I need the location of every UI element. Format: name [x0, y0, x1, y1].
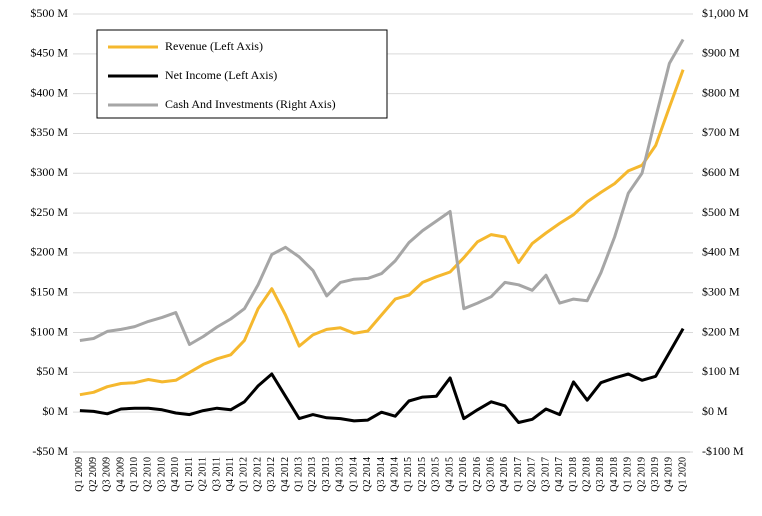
y2-tick-label: $900 M — [702, 46, 740, 60]
x-tick-label: Q1 2016 — [458, 457, 469, 492]
series-line — [79, 69, 685, 397]
x-tick-label: Q2 2017 — [527, 457, 538, 492]
x-tick-label: Q1 2013 — [294, 457, 305, 492]
y-tick-label: $450 M — [30, 46, 68, 60]
y2-tick-label: $800 M — [702, 85, 740, 99]
x-tick-label: Q3 2013 — [321, 457, 332, 492]
y-tick-label: $300 M — [30, 165, 68, 179]
y2-tick-label: $500 M — [702, 205, 740, 219]
y-tick-label: $200 M — [30, 245, 68, 259]
y-tick-label: $500 M — [30, 6, 68, 20]
x-tick-label: Q4 2018 — [609, 457, 620, 492]
y2-tick-label: $600 M — [702, 165, 740, 179]
x-tick-label: Q4 2012 — [280, 457, 291, 492]
x-tick-label: Q3 2012 — [266, 457, 277, 492]
x-tick-label: Q4 2009 — [115, 457, 126, 492]
x-tick-label: Q2 2009 — [88, 457, 99, 492]
x-tick-label: Q2 2010 — [143, 457, 154, 492]
x-tick-label: Q3 2011 — [211, 457, 222, 491]
x-tick-label: Q4 2011 — [225, 457, 236, 491]
x-tick-label: Q2 2011 — [198, 457, 209, 491]
x-tick-label: Q1 2012 — [239, 457, 250, 492]
x-tick-label: Q3 2014 — [376, 457, 387, 492]
x-tick-label: Q1 2019 — [623, 457, 634, 492]
y2-tick-label: $0 M — [702, 404, 728, 418]
x-tick-label: Q4 2017 — [554, 457, 565, 492]
x-tick-label: Q2 2012 — [252, 457, 263, 492]
y-tick-label: $350 M — [30, 125, 68, 139]
x-tick-label: Q2 2019 — [636, 457, 647, 492]
y-tick-label: $400 M — [30, 85, 68, 99]
x-tick-label: Q3 2019 — [650, 457, 661, 492]
x-tick-label: Q2 2013 — [307, 457, 318, 492]
x-tick-label: Q1 2018 — [568, 457, 579, 492]
x-tick-label: Q1 2015 — [403, 457, 414, 492]
x-tick-label: Q2 2015 — [417, 457, 428, 492]
x-tick-label: Q4 2013 — [335, 457, 346, 492]
x-tick-label: Q2 2018 — [581, 457, 592, 492]
x-tick-label: Q3 2016 — [485, 457, 496, 492]
y-tick-label: $50 M — [36, 364, 68, 378]
x-tick-label: Q1 2014 — [348, 457, 359, 492]
y-tick-label: $250 M — [30, 205, 68, 219]
x-tick-label: Q1 2011 — [184, 457, 195, 491]
y2-tick-label: $300 M — [702, 284, 740, 298]
x-tick-label: Q3 2015 — [431, 457, 442, 492]
y-tick-label: $100 M — [30, 324, 68, 338]
x-tick-label: Q4 2015 — [444, 457, 455, 492]
legend-label: Cash And Investments (Right Axis) — [165, 97, 336, 111]
x-tick-label: Q3 2010 — [156, 457, 167, 492]
x-tick-label: Q3 2018 — [595, 457, 606, 492]
legend-label: Net Income (Left Axis) — [165, 68, 277, 82]
x-tick-label: Q4 2016 — [499, 457, 510, 492]
x-tick-label: Q1 2010 — [129, 457, 140, 492]
legend-label: Revenue (Left Axis) — [165, 39, 263, 53]
y-tick-label: -$50 M — [32, 444, 68, 458]
x-tick-label: Q4 2019 — [664, 457, 675, 492]
y-tick-label: $150 M — [30, 284, 68, 298]
y2-tick-label: $1,000 M — [702, 6, 749, 20]
y2-tick-label: $100 M — [702, 364, 740, 378]
x-tick-label: Q1 2009 — [74, 457, 85, 492]
y2-tick-label: -$100 M — [702, 444, 744, 458]
x-tick-label: Q4 2010 — [170, 457, 181, 492]
y2-tick-label: $400 M — [702, 245, 740, 259]
x-tick-label: Q2 2014 — [362, 457, 373, 492]
y2-tick-label: $200 M — [702, 324, 740, 338]
y-tick-label: $0 M — [42, 404, 68, 418]
y2-tick-label: $700 M — [702, 125, 740, 139]
x-tick-label: Q3 2009 — [102, 457, 113, 492]
series-line — [79, 327, 685, 424]
x-tick-label: Q2 2016 — [472, 457, 483, 492]
x-tick-label: Q4 2014 — [390, 457, 401, 492]
x-tick-label: Q1 2017 — [513, 457, 524, 492]
x-tick-label: Q1 2020 — [677, 457, 688, 492]
legend-box — [96, 29, 388, 119]
series-line — [79, 38, 685, 346]
x-tick-label: Q3 2017 — [540, 457, 551, 492]
